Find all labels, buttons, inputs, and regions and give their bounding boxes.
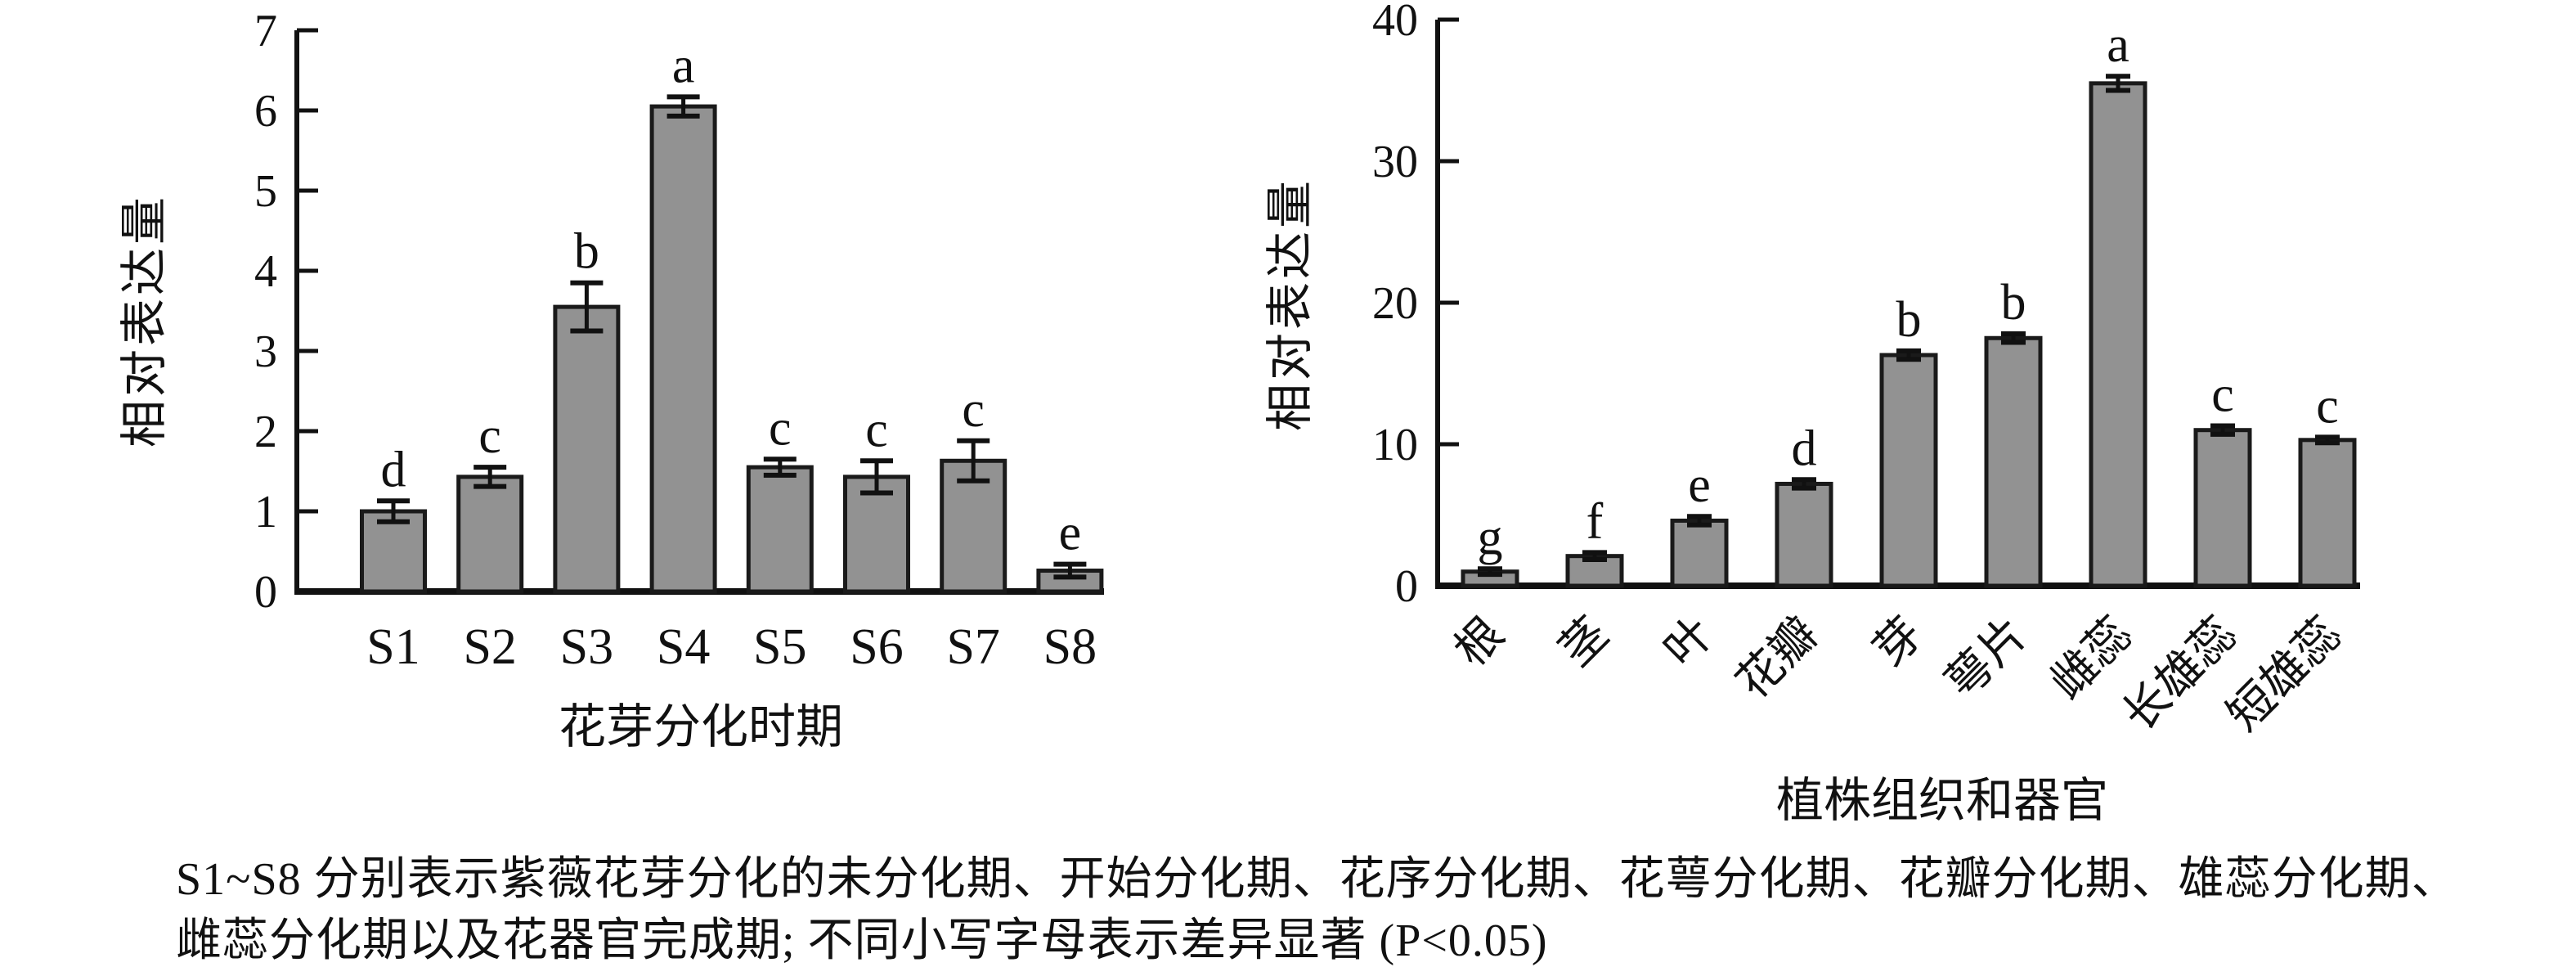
sig-letter: a — [2107, 17, 2129, 73]
sig-letter: c — [865, 402, 888, 457]
x-tick-label: 根 — [1446, 608, 1514, 676]
sig-letter: e — [1688, 457, 1711, 513]
x-tick-label: 花瓣 — [1727, 608, 1828, 708]
x-tick-label: S8 — [1043, 619, 1097, 675]
x-tick-label: S1 — [366, 619, 420, 675]
y-tick-label: 20 — [1372, 278, 1418, 329]
bar — [843, 475, 910, 594]
sig-letter: b — [574, 224, 599, 280]
y-tick-label: 4 — [254, 246, 277, 297]
bar — [1984, 335, 2043, 588]
y-tick-label: 1 — [254, 487, 277, 537]
bar — [649, 104, 717, 594]
x-tick-label: 长雄蕊 — [2114, 608, 2247, 741]
x-tick-label: S6 — [850, 619, 903, 675]
caption-line-2: 雌蕊分化期以及花器官完成期; 不同小写字母表示差异显著 (P<0.05) — [176, 915, 1548, 966]
sig-letter: c — [769, 400, 792, 456]
charts-canvas: 0 1 2 3 4 5 6 7 d S1 c S2 b S3 a S4 c S5 c S6 c S7 e S8 花芽分化时期 相对… — [118, 0, 2360, 826]
x-axis-title: 植株组织和器官 — [1776, 774, 2108, 826]
sig-letter: d — [381, 442, 406, 497]
right-chart: 010203040g根f茎e叶d花瓣b芽b萼片a雌蕊c长雄蕊c短雄蕊植株组织和器… — [1263, 0, 2360, 826]
y-tick-label: 0 — [1395, 561, 1418, 612]
y-tick-label: 0 — [254, 567, 277, 618]
y-tick-label: 10 — [1372, 420, 1418, 470]
bar — [746, 465, 814, 594]
left-chart: 0 1 2 3 4 5 6 7 d S1 c S2 b S3 a S4 c S5 c S6 c S7 e S8 花芽分化时期 相对… — [118, 6, 1104, 753]
bar — [1670, 518, 1729, 588]
x-tick-label: 短雄蕊 — [2219, 608, 2352, 741]
bar — [2089, 81, 2147, 588]
y-tick-label: 6 — [254, 86, 277, 137]
sig-letter: f — [1586, 493, 1604, 549]
sig-letter: c — [2211, 367, 2234, 423]
sig-letter: d — [1792, 421, 1817, 476]
sig-letter: c — [962, 382, 985, 438]
sig-letter: e — [1059, 506, 1082, 561]
x-tick-label: S2 — [463, 619, 516, 675]
bar — [1775, 481, 1833, 588]
bar — [1879, 353, 1938, 588]
x-tick-label: S5 — [753, 619, 806, 675]
bar — [2298, 438, 2357, 588]
y-tick-label: 2 — [254, 407, 277, 457]
x-tick-label: S7 — [946, 619, 999, 675]
sig-letter: b — [2001, 275, 2026, 331]
sig-letter: b — [1896, 292, 1922, 348]
y-tick-label: 40 — [1372, 0, 1418, 46]
bar — [553, 304, 621, 594]
y-tick-label: 5 — [254, 166, 277, 217]
x-axis-title: 花芽分化时期 — [559, 700, 843, 753]
y-tick-label: 30 — [1372, 137, 1418, 187]
sig-letter: c — [478, 408, 501, 464]
figure-caption: S1~S8 分别表示紫薇花芽分化的未分化期、开始分化期、花序分化期、花萼分化期、… — [176, 849, 2466, 967]
bar — [456, 475, 524, 594]
x-tick-label: 茎 — [1551, 608, 1618, 676]
bar — [2193, 428, 2252, 588]
y-axis-title: 相对表达量 — [1263, 178, 1317, 431]
sig-letter: a — [672, 38, 695, 93]
y-axis-title: 相对表达量 — [118, 194, 171, 448]
x-tick-label: 萼片 — [1936, 608, 2037, 708]
sig-letter: g — [1478, 510, 1503, 565]
x-tick-label: 叶 — [1655, 608, 1723, 676]
y-tick-label: 3 — [254, 326, 277, 377]
x-tick-label: S4 — [657, 619, 710, 675]
x-tick-label: S3 — [560, 619, 613, 675]
caption-line-1: S1~S8 分别表示紫薇花芽分化的未分化期、开始分化期、花序分化期、花萼分化期、… — [176, 854, 2458, 905]
x-tick-label: 芽 — [1865, 608, 1932, 676]
sig-letter: c — [2316, 378, 2339, 434]
y-tick-label: 7 — [254, 6, 277, 56]
